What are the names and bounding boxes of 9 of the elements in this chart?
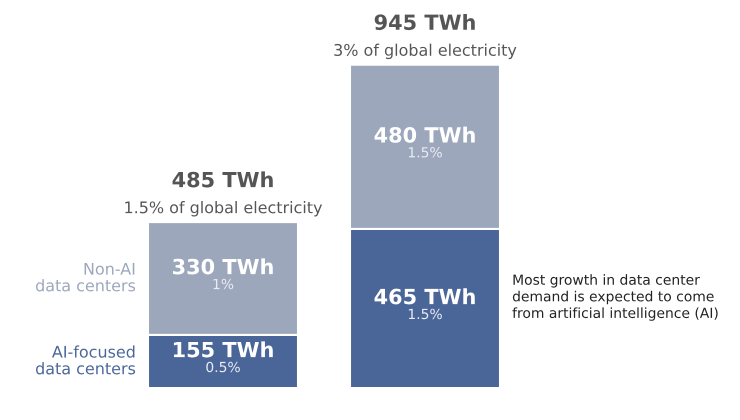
total-label: 945 TWh 3% of global electricity (334, 14, 516, 60)
data-label: 480 TWh 1.5% (374, 126, 475, 158)
annotation: Most growth in data center demand is expected to come from artificial intelligence (AI) (512, 274, 718, 321)
series-label: AI-focused data centers (36, 345, 136, 374)
data-label: 330 TWh 1% (173, 258, 273, 290)
data-label: 465 TWh 1.5% (374, 288, 475, 320)
data-label: 155 TWh 0.5% (174, 341, 273, 372)
series-label: Non-AI data centers (36, 262, 136, 292)
total-label: 485 TWh 1.5% of global electricity (125, 171, 322, 216)
